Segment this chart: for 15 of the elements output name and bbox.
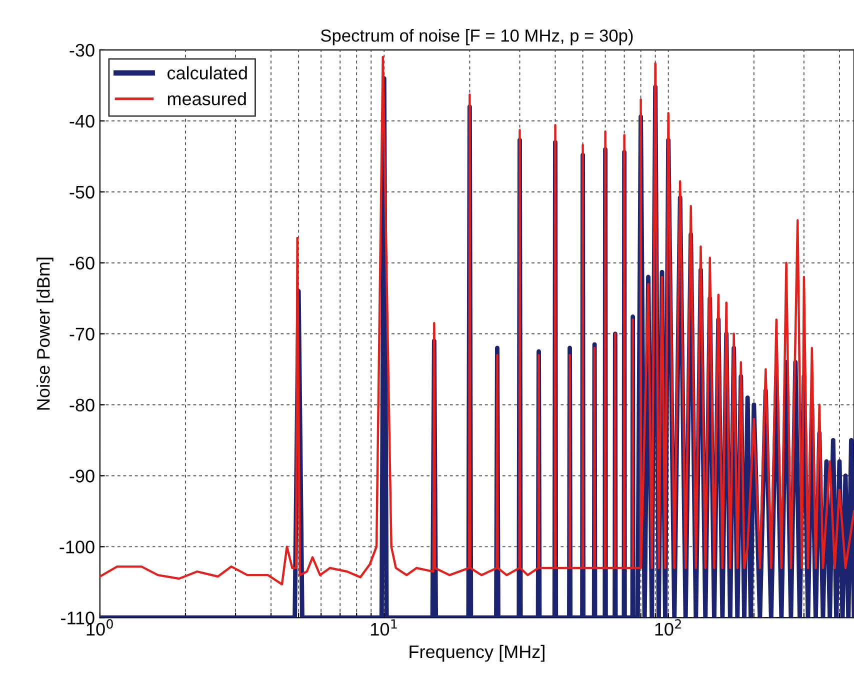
y-tick-label: -60	[70, 256, 94, 270]
y-tick-label: -50	[70, 186, 94, 199]
y-axis-title: Noise Power [dBm]	[36, 258, 54, 410]
y-tick-label: -80	[70, 398, 94, 412]
chart-title: Spectrum of noise [F = 10 MHz, p = 30p)	[320, 29, 633, 46]
y-tick-label: -40	[70, 114, 94, 128]
y-tick-label: -100	[60, 540, 94, 554]
y-tick-label: -90	[70, 470, 94, 482]
y-tick-label: -70	[70, 328, 94, 341]
x-tick-label: 10$^{1}$	[371, 619, 397, 636]
y-tick-label: -30	[70, 44, 94, 57]
legend-label: measured	[168, 92, 246, 106]
x-tick-label: 10$^{2}$	[655, 619, 681, 636]
x-axis-title: Frequency [MHz]	[410, 644, 544, 662]
legend-label: calculated	[167, 66, 247, 80]
